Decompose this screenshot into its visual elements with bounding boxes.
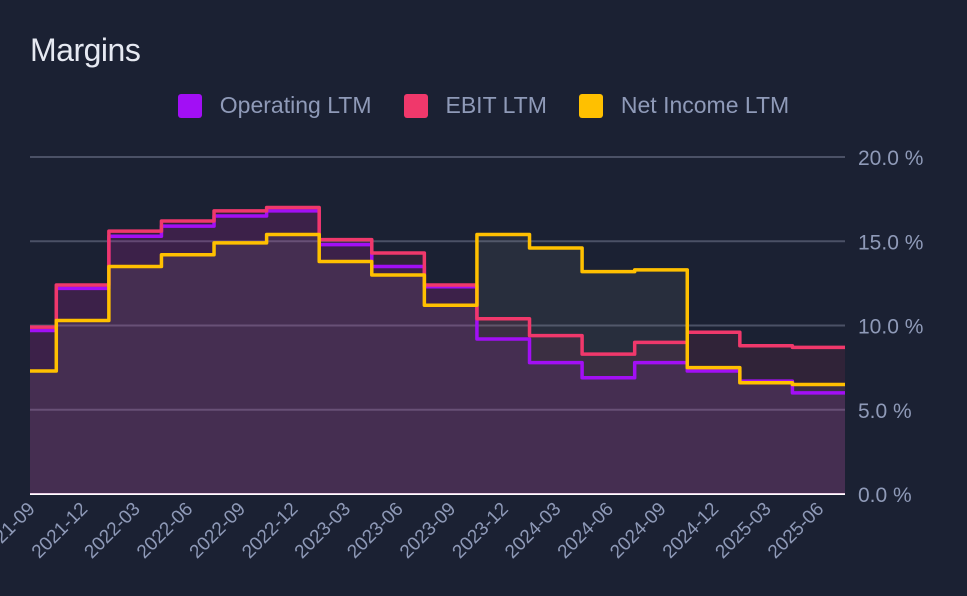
- series-area-0: [30, 210, 845, 495]
- legend-label-net-income: Net Income LTM: [620, 92, 790, 118]
- x-tick-label: 2022-12: [238, 499, 302, 563]
- legend-item-operating[interactable]: Operating LTM: [177, 92, 372, 119]
- x-tick-label: 2024-12: [659, 499, 723, 563]
- x-tick-label: 2023-06: [343, 499, 407, 563]
- legend-swatch-ebit: [403, 93, 428, 118]
- x-tick-label: 2022-06: [133, 499, 197, 563]
- y-tick-label: 10.0 %: [858, 316, 923, 339]
- x-tick-label: 2024-03: [501, 499, 565, 563]
- series-area-1: [30, 207, 845, 495]
- series-line-2: [30, 232, 845, 387]
- chart-legend: Operating LTM EBIT LTM Net Income LTM: [0, 92, 967, 119]
- x-tick-label: 2023-09: [396, 499, 460, 563]
- legend-item-net-income[interactable]: Net Income LTM: [578, 92, 790, 119]
- legend-label-operating: Operating LTM: [219, 92, 372, 118]
- legend-label-ebit: EBIT LTM: [445, 92, 547, 118]
- y-tick-label: 20.0 %: [858, 147, 923, 170]
- y-tick-label: 15.0 %: [858, 231, 923, 254]
- legend-swatch-net-income: [578, 93, 603, 118]
- x-tick-label: 2022-03: [81, 499, 145, 563]
- x-tick-label: 2021-12: [28, 499, 92, 563]
- y-tick-label: 5.0 %: [858, 400, 912, 423]
- legend-item-ebit[interactable]: EBIT LTM: [403, 92, 547, 119]
- legend-swatch-operating: [177, 93, 202, 118]
- x-tick-label: 2024-06: [554, 499, 618, 563]
- x-tick-label: 2025-03: [712, 499, 776, 563]
- x-tick-label: 2022-09: [186, 499, 250, 563]
- series-area-2: [30, 234, 845, 494]
- x-tick-label: 2024-09: [606, 499, 670, 563]
- x-tick-label: 2025-06: [764, 499, 828, 563]
- chart-title: Margins: [30, 32, 141, 68]
- x-tick-label: 2023-03: [291, 499, 355, 563]
- x-tick-label: 2023-12: [449, 499, 513, 563]
- y-tick-label: 0.0 %: [858, 484, 912, 507]
